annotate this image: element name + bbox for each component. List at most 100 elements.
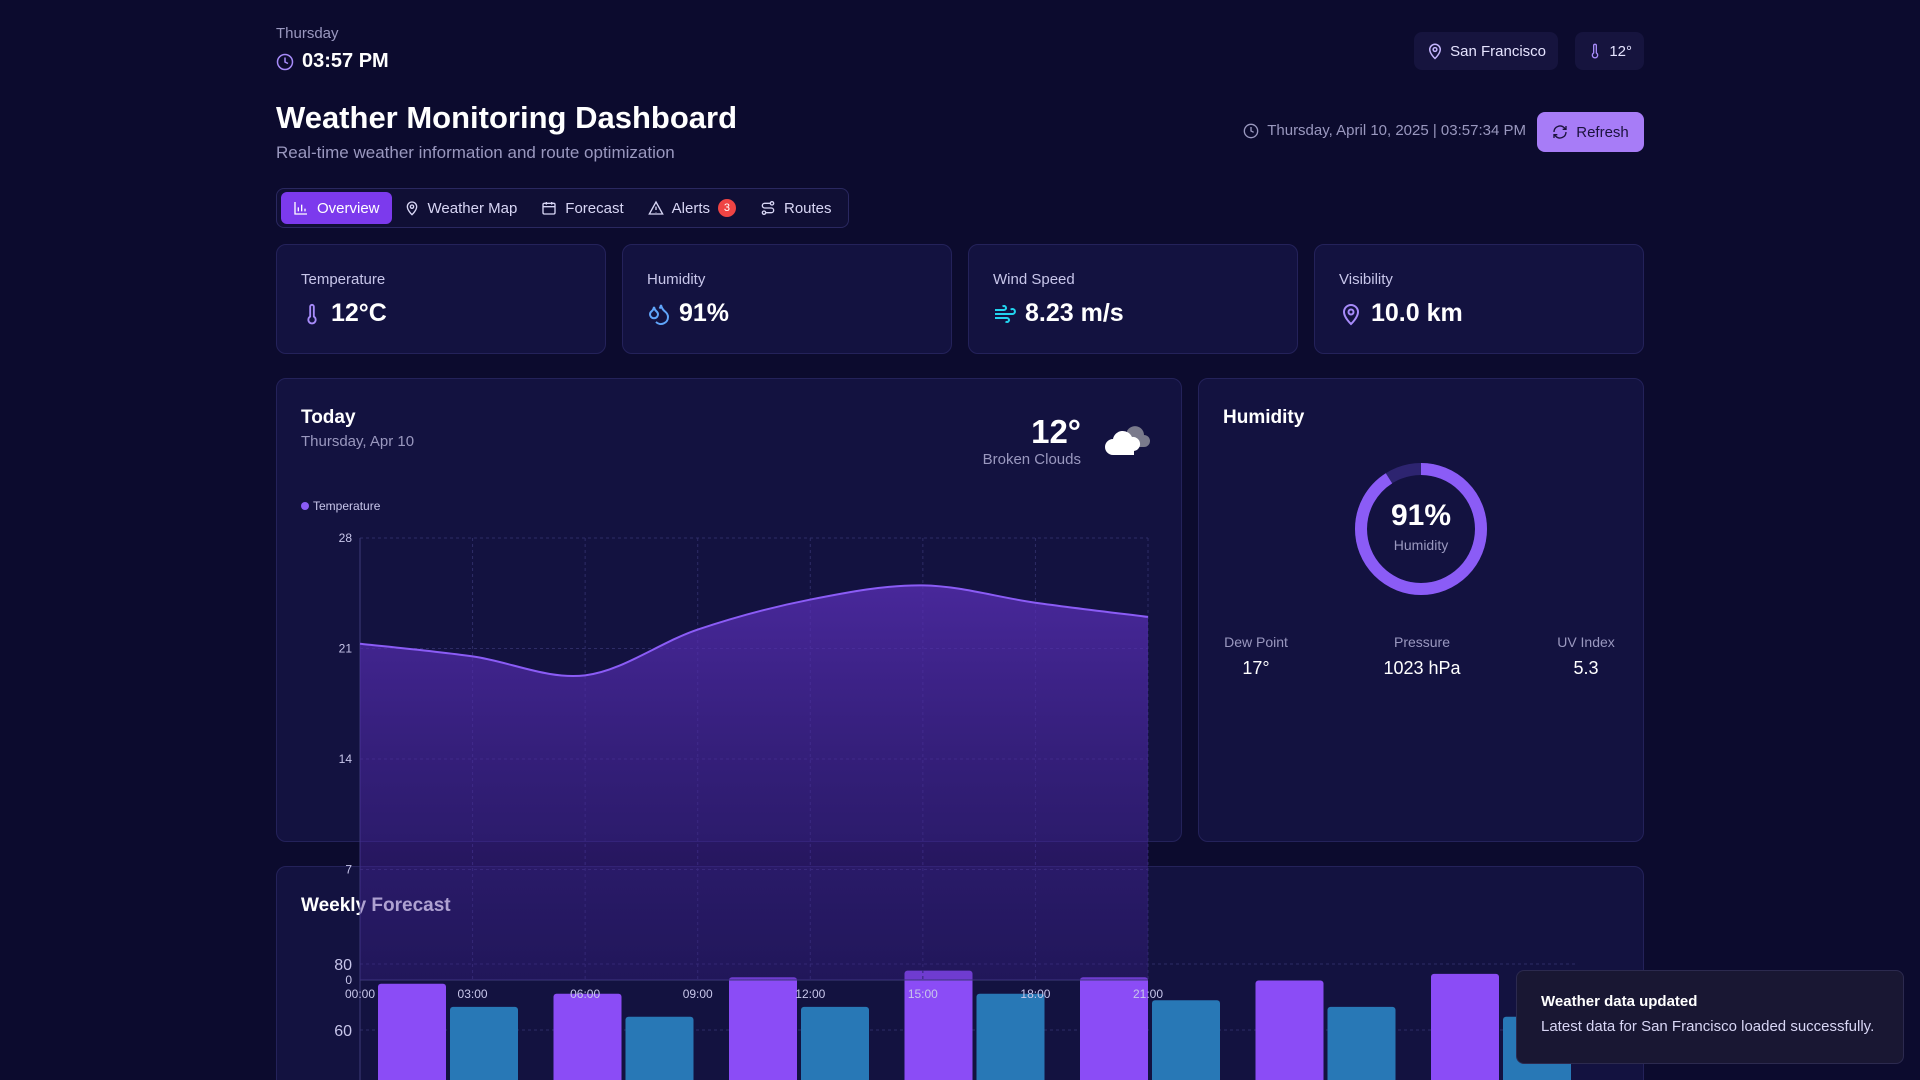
metric-value: 5.3 <box>1573 658 1599 678</box>
y-tick-label: 80 <box>334 957 352 974</box>
metric-value: 17° <box>1242 658 1270 678</box>
stat-label: Temperature <box>301 271 386 288</box>
stat-value: 10.0 km <box>1339 299 1463 328</box>
stat-card-wind-speed: Wind Speed 8.23 m/s <box>968 244 1298 354</box>
datetime-text: Thursday, April 10, 2025 | 03:57:34 PM <box>1267 122 1526 139</box>
tab-label: Forecast <box>565 199 624 217</box>
cloud-icon <box>1105 426 1150 455</box>
weekly-bar <box>625 1016 694 1080</box>
toast-notification[interactable]: Weather data updated Latest data for San… <box>1516 970 1904 1064</box>
y-tick-label: 14 <box>339 752 353 766</box>
tab-label: Alerts <box>671 199 710 217</box>
temperature-line <box>359 584 1149 678</box>
wind-icon <box>995 304 1016 323</box>
weekly-bar <box>378 983 446 1080</box>
tab-label: Routes <box>783 199 832 217</box>
chart-legend: Temperature <box>301 499 380 513</box>
refresh-button[interactable]: Refresh <box>1537 112 1644 152</box>
stat-value-text: 91% <box>679 299 730 327</box>
map-pin-icon <box>406 201 417 216</box>
temperature-area <box>360 585 1148 980</box>
x-tick-label: 09:00 <box>683 987 713 1001</box>
tab-bar: Overview Weather Map Forecast Alerts 3 R… <box>276 188 849 228</box>
weekly-bar <box>1080 977 1148 1080</box>
tab-routes[interactable]: Routes <box>748 192 844 224</box>
stat-value-text: 12°C <box>331 299 387 327</box>
humidity-gauge <box>1355 463 1487 595</box>
tab-weather-map[interactable]: Weather Map <box>392 192 530 224</box>
legend-dot <box>301 502 309 510</box>
weekly-bar <box>1152 1000 1220 1080</box>
humidity-value: 91% <box>1390 499 1452 532</box>
page-subtitle: Real-time weather information and route … <box>276 143 675 162</box>
metric-label: Pressure <box>1393 634 1451 650</box>
today-date: Thursday, Apr 10 <box>301 433 415 450</box>
map-pin-icon <box>1342 303 1360 325</box>
x-tick-label: 18:00 <box>1020 987 1050 1001</box>
temperature-chip[interactable]: 12° <box>1575 32 1644 70</box>
toast-message: Latest data for San Francisco loaded suc… <box>1541 1018 1875 1035</box>
stat-value-text: 8.23 m/s <box>1025 299 1124 327</box>
humidity-ring: 91% Humidity <box>1353 461 1489 597</box>
stat-label: Visibility <box>1339 271 1393 288</box>
humidity-title: Humidity <box>1223 407 1305 428</box>
today-condition: Broken Clouds <box>982 451 1081 468</box>
weekly-bar <box>553 993 622 1080</box>
page-title: Weather Monitoring Dashboard <box>276 100 738 135</box>
stat-value: 8.23 m/s <box>993 299 1124 328</box>
weekly-bar <box>729 977 797 1080</box>
thermometer-icon <box>307 303 317 324</box>
clock-icon <box>276 53 294 70</box>
temperature-chart: 28 21 14 7 000:00 03:00 06:00 09:00 12:00 15:00 18… <box>339 531 1164 1001</box>
tab-forecast[interactable]: Forecast <box>529 192 635 224</box>
stat-value-text: 10.0 km <box>1371 299 1463 327</box>
tab-overview[interactable]: Overview <box>281 192 392 224</box>
stat-card-temperature: Temperature 12°C <box>276 244 606 354</box>
stat-card-humidity: Humidity 91% <box>622 244 952 354</box>
stat-card-visibility: Visibility 10.0 km <box>1314 244 1644 354</box>
last-updated: Thursday, April 10, 2025 | 03:57:34 PM <box>1243 122 1526 139</box>
toast-title: Weather data updated <box>1541 993 1698 1010</box>
map-pin-icon <box>1429 43 1442 60</box>
time-text: 03:57 PM <box>302 50 389 72</box>
route-icon <box>761 201 775 215</box>
stat-value: 12°C <box>301 299 387 328</box>
alerts-count-badge: 3 <box>717 199 736 217</box>
refresh-icon <box>1553 125 1567 139</box>
tab-alerts[interactable]: Alerts 3 <box>636 192 748 224</box>
weekly-bar <box>904 970 973 1080</box>
x-tick-label: 00:00 <box>345 987 375 1001</box>
x-tick-label: 03:00 <box>458 987 488 1001</box>
clock-icon <box>1243 123 1259 138</box>
location-chip[interactable]: San Francisco <box>1414 32 1558 70</box>
current-day: Thursday <box>276 25 339 42</box>
alert-triangle-icon <box>647 200 664 215</box>
x-tick-label: 15:00 <box>908 987 938 1001</box>
y-tick-label: 28 <box>339 531 353 545</box>
stat-value: 91% <box>647 299 729 328</box>
refresh-label: Refresh <box>1576 123 1629 141</box>
tab-label: Overview <box>317 199 380 217</box>
y-tick-label: 7 <box>345 863 352 877</box>
metric-uv-index: UV Index 5.3 <box>1551 634 1621 679</box>
humidity-card: Humidity 91% Humidity Dew Point 17° Pres… <box>1198 378 1644 842</box>
stat-label: Wind Speed <box>993 271 1075 288</box>
today-temperature: 12° <box>1031 413 1081 450</box>
weekly-bar <box>1327 1006 1396 1080</box>
weekly-bar <box>801 1006 869 1080</box>
humidity-gauge-fill <box>1355 463 1487 595</box>
humidity-label: Humidity <box>1393 537 1449 553</box>
x-tick-label: 06:00 <box>570 987 600 1001</box>
y-tick-label: 60 <box>334 1023 352 1040</box>
thermometer-icon <box>1591 43 1599 59</box>
y-tick-label: 21 <box>339 642 353 656</box>
calendar-icon <box>542 202 556 215</box>
location-text: San Francisco <box>1450 42 1546 60</box>
metric-dew-point: Dew Point 17° <box>1223 634 1289 679</box>
y-tick-label: 0 <box>345 973 352 987</box>
weekly-bar <box>450 1006 518 1080</box>
weekly-bar <box>1255 980 1324 1080</box>
current-time: 03:57 PM <box>276 50 389 73</box>
x-tick-label: 12:00 <box>795 987 825 1001</box>
metric-value: 1023 hPa <box>1383 658 1461 678</box>
